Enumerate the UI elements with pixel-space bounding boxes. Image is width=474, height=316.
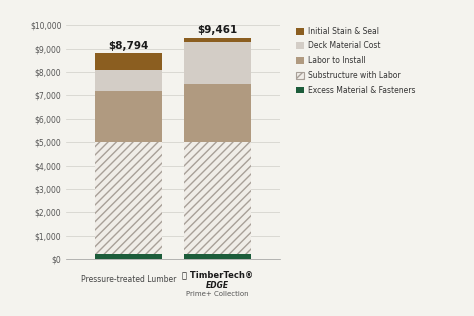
Bar: [184, 38, 251, 42]
Bar: [95, 53, 162, 70]
Text: EDGE: EDGE: [206, 281, 229, 290]
Bar: [95, 254, 162, 259]
Bar: [95, 91, 162, 142]
Legend: Initial Stain & Seal, Deck Material Cost, Labor to Install, Substructure with La: Initial Stain & Seal, Deck Material Cost…: [294, 24, 418, 97]
Bar: [184, 254, 251, 259]
Bar: [184, 142, 251, 254]
Bar: [95, 70, 162, 91]
Text: $9,461: $9,461: [197, 25, 237, 35]
Bar: [95, 142, 162, 254]
Text: Pressure-treated Lumber: Pressure-treated Lumber: [81, 276, 176, 284]
Text: $8,794: $8,794: [109, 41, 149, 51]
Text: Ⓣ TimberTech®: Ⓣ TimberTech®: [182, 271, 253, 280]
Text: Prime+ Collection: Prime+ Collection: [186, 291, 249, 297]
Bar: [184, 142, 251, 254]
Bar: [184, 42, 251, 84]
Bar: [95, 142, 162, 254]
Bar: [184, 84, 251, 142]
